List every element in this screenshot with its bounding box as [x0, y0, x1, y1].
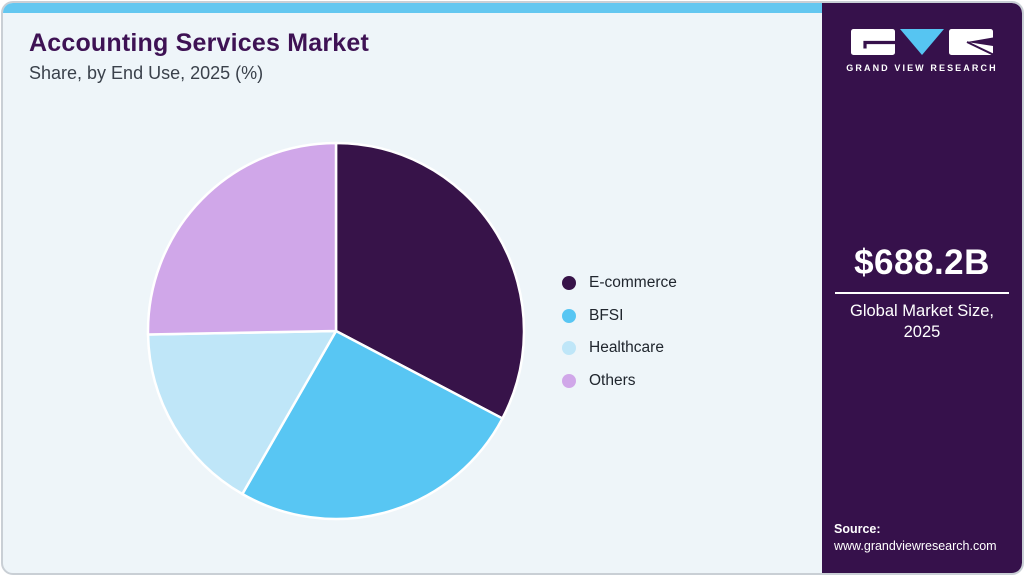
market-size-label: Global Market Size, 2025 [850, 301, 994, 343]
brand-sidebar: GRAND VIEW RESEARCH $688.2B Global Marke… [822, 3, 1022, 573]
legend-label: Others [589, 371, 636, 389]
legend-label: BFSI [589, 306, 624, 324]
top-accent-bar [3, 3, 824, 13]
chart-legend: E-commerce BFSI Healthcare Others [562, 267, 677, 397]
market-size-value: $688.2B [854, 243, 990, 282]
brand-logo: GRAND VIEW RESEARCH [822, 29, 1022, 73]
legend-dot-icon [562, 341, 576, 356]
pie-slice-bfsi [241, 329, 504, 521]
logo-v-icon [900, 29, 944, 55]
legend-item-others: Others [562, 365, 677, 398]
gvr-logo-icon [851, 29, 993, 55]
source-block: Source: www.grandviewresearch.com [834, 521, 997, 555]
legend-label: E-commerce [589, 274, 677, 292]
brand-name: GRAND VIEW RESEARCH [846, 63, 998, 73]
market-size-label-line2: 2025 [903, 323, 941, 341]
pie-slice-e-commerce [334, 141, 526, 420]
legend-label: Healthcare [589, 339, 664, 357]
chart-title: Accounting Services Market [29, 29, 370, 57]
logo-g-icon [851, 29, 895, 55]
divider [835, 292, 1009, 294]
legend-dot-icon [562, 276, 576, 291]
chart-subtitle: Share, by End Use, 2025 (%) [29, 63, 264, 83]
legend-item-bfsi: BFSI [562, 300, 677, 333]
pie-slice-others [146, 141, 338, 336]
source-label: Source: [834, 522, 881, 536]
legend-item-healthcare: Healthcare [562, 332, 677, 365]
pie-slice-healthcare [146, 329, 338, 496]
legend-dot-icon [562, 308, 576, 323]
market-size-block: $688.2B Global Market Size, 2025 [822, 243, 1022, 343]
pie-chart [136, 131, 536, 531]
legend-item-e-commerce: E-commerce [562, 267, 677, 300]
logo-r-icon [949, 29, 993, 55]
pie-chart-svg [146, 141, 526, 521]
legend-dot-icon [562, 373, 576, 388]
market-size-label-line1: Global Market Size, [850, 302, 994, 320]
source-url-link[interactable]: www.grandviewresearch.com [834, 539, 997, 553]
